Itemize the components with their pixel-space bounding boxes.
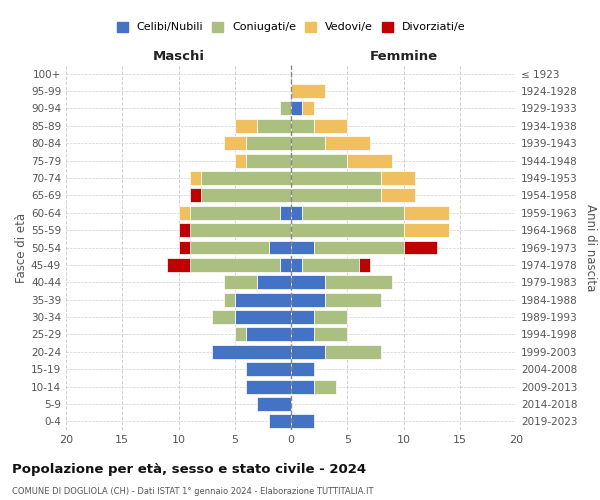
- Bar: [404, 206, 449, 220]
- Bar: [190, 240, 269, 254]
- Bar: [291, 240, 314, 254]
- Bar: [246, 380, 291, 394]
- Bar: [291, 223, 404, 237]
- Bar: [291, 345, 325, 358]
- Bar: [179, 240, 190, 254]
- Bar: [246, 136, 291, 150]
- Bar: [212, 345, 291, 358]
- Bar: [302, 206, 404, 220]
- Bar: [291, 380, 314, 394]
- Bar: [291, 414, 314, 428]
- Bar: [190, 206, 280, 220]
- Bar: [347, 154, 392, 168]
- Bar: [257, 119, 291, 133]
- Text: Maschi: Maschi: [152, 50, 205, 64]
- Bar: [291, 102, 302, 116]
- Bar: [190, 171, 201, 185]
- Bar: [179, 206, 190, 220]
- Text: Femmine: Femmine: [370, 50, 437, 64]
- Bar: [269, 240, 291, 254]
- Bar: [291, 258, 302, 272]
- Bar: [291, 292, 325, 306]
- Text: Popolazione per età, sesso e stato civile - 2024: Popolazione per età, sesso e stato civil…: [12, 462, 366, 475]
- Bar: [291, 206, 302, 220]
- Bar: [280, 206, 291, 220]
- Bar: [235, 328, 246, 342]
- Bar: [257, 397, 291, 411]
- Legend: Celibi/Nubili, Coniugati/e, Vedovi/e, Divorziati/e: Celibi/Nubili, Coniugati/e, Vedovi/e, Di…: [115, 20, 467, 34]
- Bar: [325, 345, 381, 358]
- Bar: [179, 223, 190, 237]
- Bar: [201, 171, 291, 185]
- Bar: [291, 84, 325, 98]
- Bar: [223, 292, 235, 306]
- Bar: [291, 276, 325, 289]
- Bar: [325, 276, 392, 289]
- Bar: [269, 414, 291, 428]
- Bar: [190, 223, 291, 237]
- Bar: [291, 171, 381, 185]
- Bar: [314, 240, 404, 254]
- Bar: [235, 292, 291, 306]
- Bar: [404, 240, 437, 254]
- Bar: [291, 119, 314, 133]
- Bar: [291, 154, 347, 168]
- Bar: [325, 136, 370, 150]
- Bar: [291, 188, 381, 202]
- Bar: [314, 380, 336, 394]
- Y-axis label: Anni di nascita: Anni di nascita: [584, 204, 597, 291]
- Bar: [291, 136, 325, 150]
- Bar: [235, 154, 246, 168]
- Bar: [314, 328, 347, 342]
- Bar: [167, 258, 190, 272]
- Bar: [381, 188, 415, 202]
- Text: COMUNE DI DOGLIOLA (CH) - Dati ISTAT 1° gennaio 2024 - Elaborazione TUTTITALIA.I: COMUNE DI DOGLIOLA (CH) - Dati ISTAT 1° …: [12, 488, 373, 496]
- Bar: [223, 276, 257, 289]
- Bar: [257, 276, 291, 289]
- Bar: [325, 292, 381, 306]
- Bar: [381, 171, 415, 185]
- Bar: [291, 310, 314, 324]
- Bar: [246, 362, 291, 376]
- Bar: [359, 258, 370, 272]
- Y-axis label: Fasce di età: Fasce di età: [15, 212, 28, 282]
- Bar: [280, 258, 291, 272]
- Bar: [280, 102, 291, 116]
- Bar: [201, 188, 291, 202]
- Bar: [302, 258, 359, 272]
- Bar: [190, 188, 201, 202]
- Bar: [314, 119, 347, 133]
- Bar: [235, 310, 291, 324]
- Bar: [246, 154, 291, 168]
- Bar: [302, 102, 314, 116]
- Bar: [190, 258, 280, 272]
- Bar: [235, 119, 257, 133]
- Bar: [223, 136, 246, 150]
- Bar: [291, 328, 314, 342]
- Bar: [246, 328, 291, 342]
- Bar: [404, 223, 449, 237]
- Bar: [291, 362, 314, 376]
- Bar: [212, 310, 235, 324]
- Bar: [314, 310, 347, 324]
